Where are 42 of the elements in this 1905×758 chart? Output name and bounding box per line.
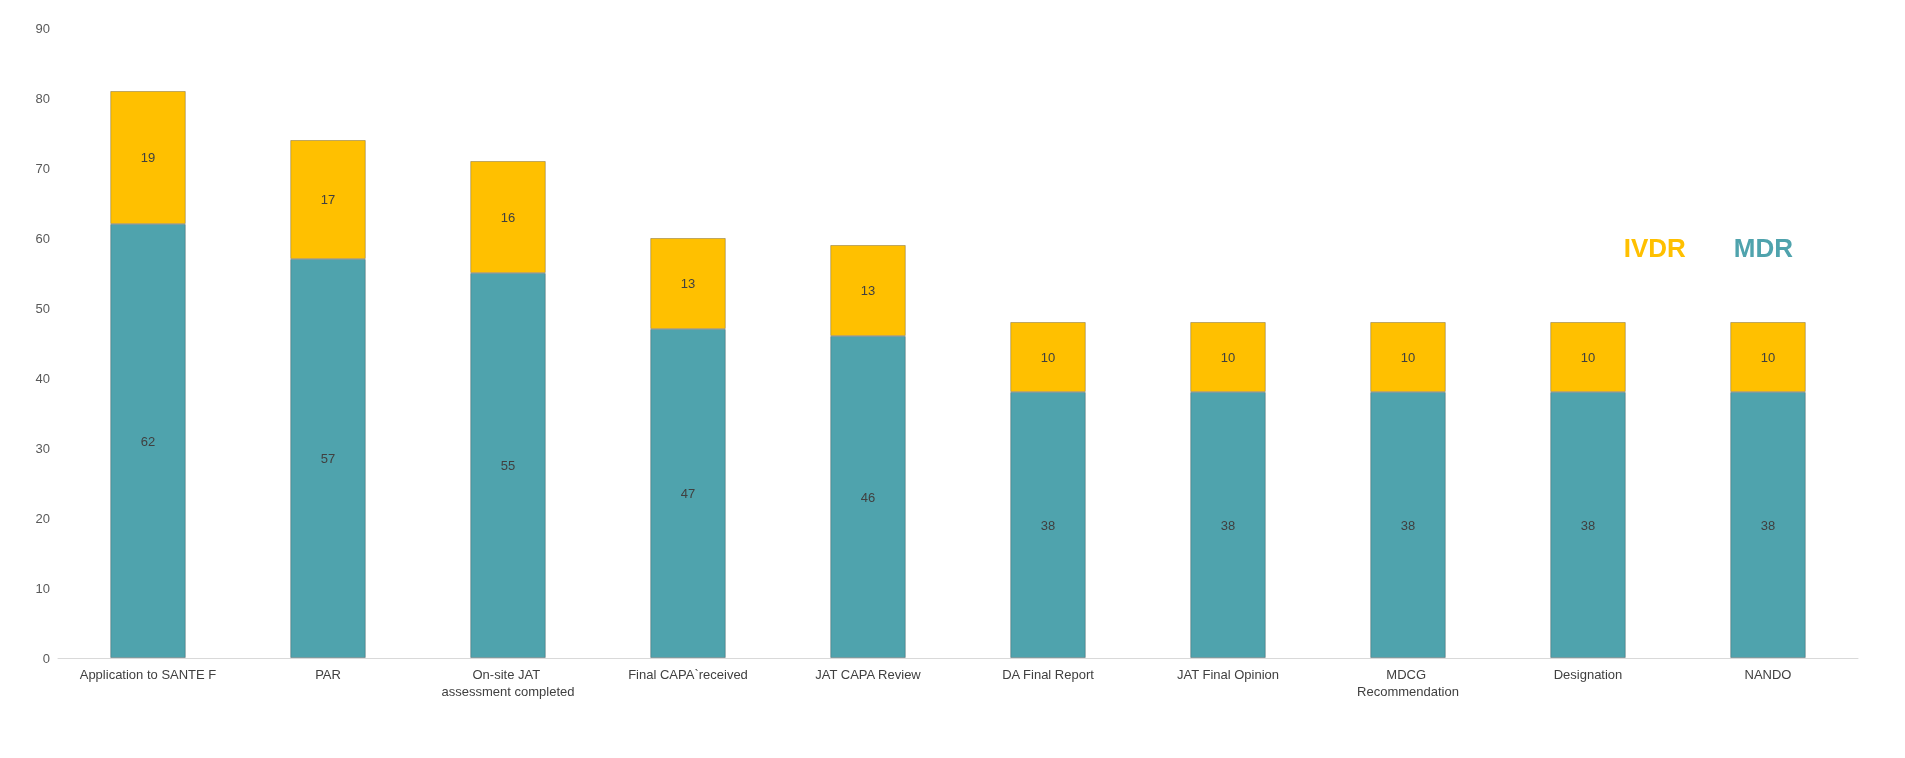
data-label: 62 <box>140 433 156 449</box>
data-label: 46 <box>860 489 876 505</box>
y-tick-label: 30 <box>35 440 50 456</box>
data-label: 38 <box>1400 517 1416 533</box>
text: MDR <box>1733 233 1794 263</box>
data-label: 38 <box>1220 517 1236 533</box>
data-label: 19 <box>140 150 156 165</box>
x-tick-label: NANDO <box>1744 667 1792 682</box>
data-label: 55 <box>500 458 516 473</box>
data-label: 10 <box>1400 349 1416 365</box>
data-label: 38 <box>1580 517 1596 533</box>
y-tick-label: 40 <box>35 370 50 386</box>
y-tick-label: 10 <box>35 580 50 596</box>
y-tick-label: 50 <box>35 300 50 316</box>
data-label: 47 <box>680 486 696 501</box>
x-tick-label: Designation <box>1553 667 1623 682</box>
x-tick-label: Final CAPA`received <box>628 667 748 682</box>
y-tick-label: 90 <box>35 20 50 36</box>
data-label: 38 <box>1760 517 1776 533</box>
data-label: 16 <box>500 209 516 225</box>
data-label: 10 <box>1040 349 1056 365</box>
y-tick-label: 0 <box>42 650 50 666</box>
data-label: 10 <box>1760 349 1776 365</box>
y-tick-label: 20 <box>35 510 50 526</box>
y-tick-label: 80 <box>35 90 50 106</box>
text: IVDR <box>1623 233 1687 263</box>
data-label: 13 <box>680 276 696 291</box>
data-label: 57 <box>320 451 336 466</box>
data-label: 38 <box>1040 517 1056 533</box>
x-tick-label: On-site JAT assessment completed <box>441 667 575 699</box>
y-tick-label: 60 <box>35 230 50 246</box>
x-tick-label: Application to SANTE F <box>79 667 217 682</box>
data-label: 10 <box>1220 349 1236 365</box>
x-tick-label: JAT CAPA Review <box>815 667 922 682</box>
data-label: 17 <box>320 192 336 207</box>
x-tick-label: JAT Final Opinion <box>1176 667 1280 682</box>
data-label: 13 <box>860 283 876 298</box>
data-label: 10 <box>1580 349 1596 365</box>
x-tick-label: MDCG Recommendation <box>1357 667 1459 699</box>
x-tick-label: PAR <box>315 667 341 682</box>
y-tick-label: 70 <box>35 160 50 176</box>
x-tick-label: DA Final Report <box>1002 667 1095 682</box>
